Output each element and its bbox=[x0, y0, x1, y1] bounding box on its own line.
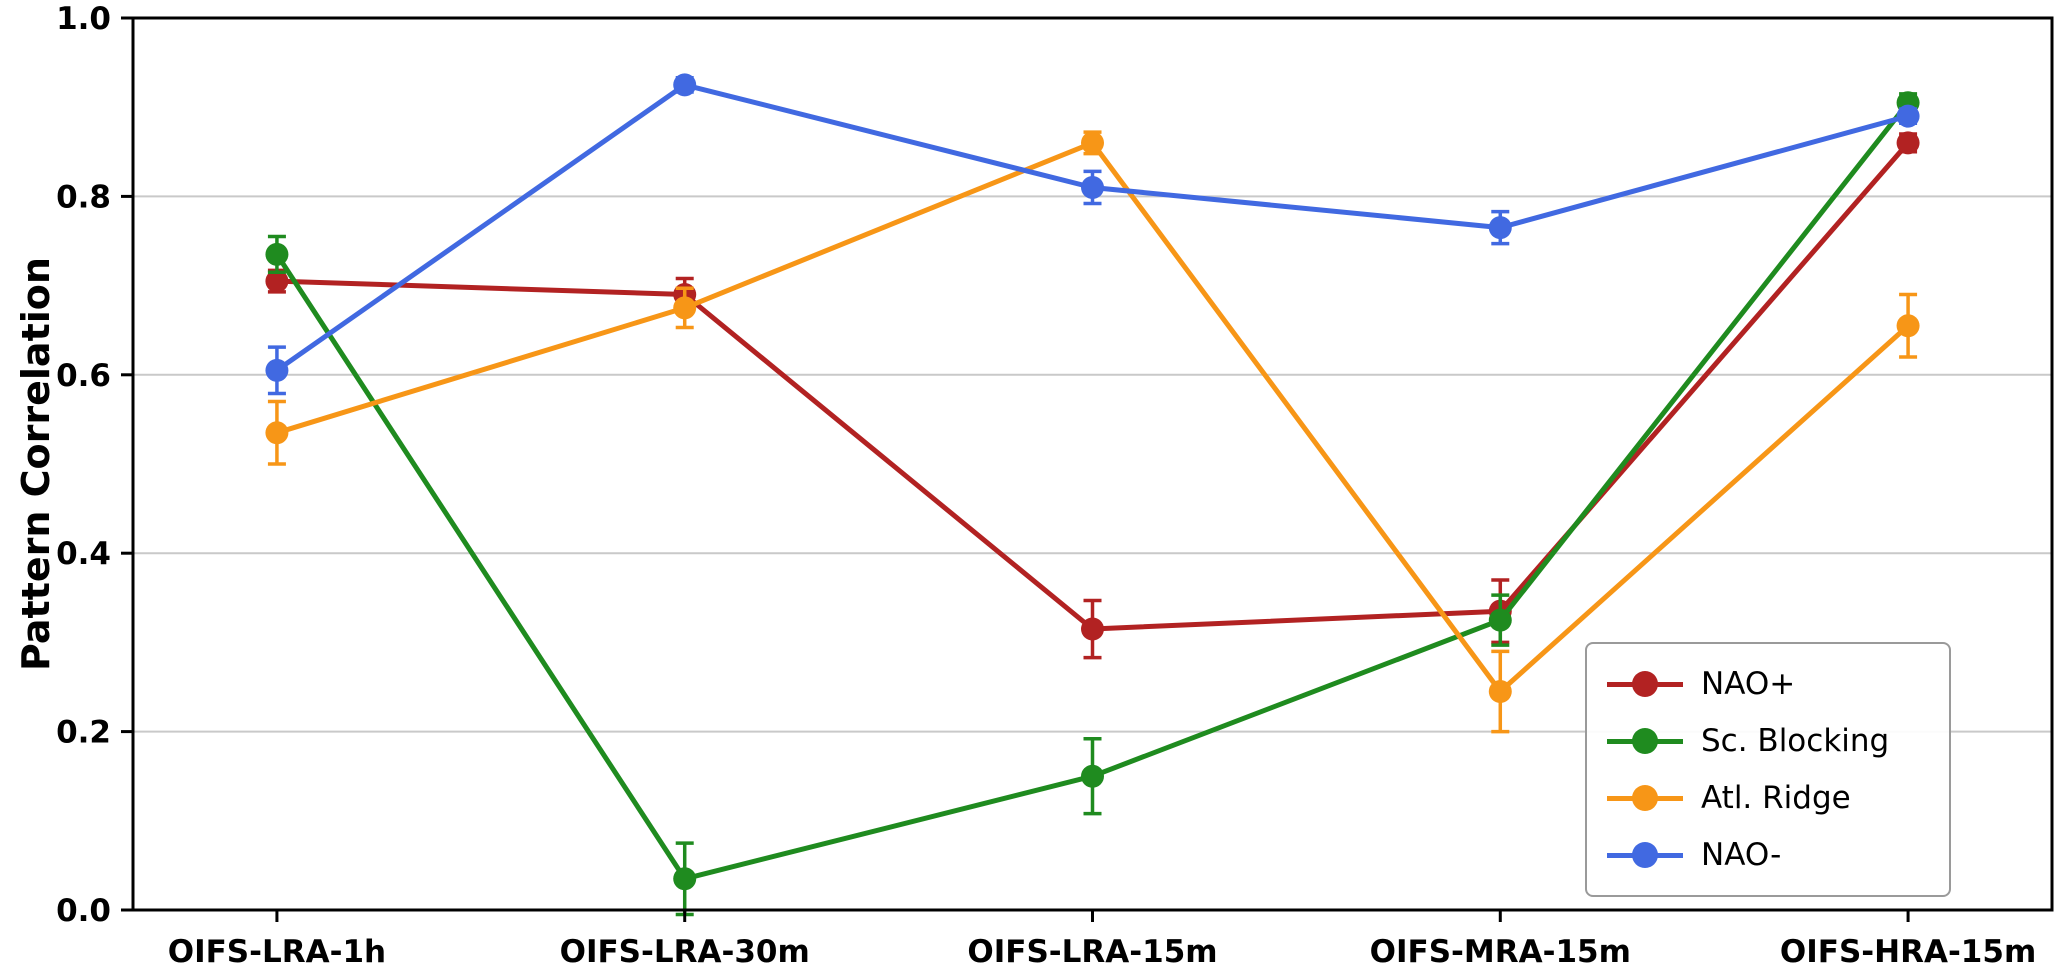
series-sc-blocking-point-1 bbox=[673, 867, 697, 891]
x-tick-label: OIFS-LRA-30m bbox=[560, 934, 810, 970]
legend-item-nao-minus: NAO- bbox=[1607, 831, 1929, 879]
y-tick-label: 0.2 bbox=[56, 715, 111, 751]
series-atl-ridge-point-4 bbox=[1896, 314, 1920, 338]
series-naominus-point-0 bbox=[265, 358, 289, 382]
series-naoplus-line bbox=[274, 140, 1911, 632]
series-atl-ridge-point-3 bbox=[1488, 679, 1512, 703]
legend-item-atl-ridge: Atl. Ridge bbox=[1607, 774, 1929, 822]
legend-marker-nao-minus bbox=[1607, 842, 1683, 868]
legend-item-sc-blocking: Sc. Blocking bbox=[1607, 717, 1929, 765]
legend-label: Sc. Blocking bbox=[1701, 723, 1890, 759]
series-sc-blocking-point-0 bbox=[265, 242, 289, 266]
series-atl-ridge-point-0 bbox=[265, 421, 289, 445]
x-tick-label: OIFS-HRA-15m bbox=[1780, 934, 2036, 970]
series-atl-ridge-point-1 bbox=[673, 296, 697, 320]
x-tick-label: OIFS-LRA-15m bbox=[967, 934, 1217, 970]
series-sc-blocking-point-3 bbox=[1488, 608, 1512, 632]
y-tick-label: 0.4 bbox=[56, 536, 111, 572]
x-tick-label: OIFS-MRA-15m bbox=[1370, 934, 1631, 970]
legend-label: NAO+ bbox=[1701, 666, 1796, 702]
x-tick-label: OIFS-LRA-1h bbox=[168, 934, 386, 970]
series-naoplus-point-0 bbox=[265, 269, 289, 293]
series-naominus bbox=[265, 73, 1920, 396]
series-naoplus-point-4 bbox=[1896, 131, 1920, 155]
series-naominus-point-1 bbox=[673, 73, 697, 97]
y-tick-label: 0.6 bbox=[56, 358, 111, 394]
series-naominus-point-2 bbox=[1081, 175, 1104, 199]
legend-marker-atl-ridge bbox=[1607, 785, 1683, 811]
legend-dot-icon bbox=[1632, 671, 1658, 697]
y-tick-label: 1.0 bbox=[56, 1, 111, 37]
legend-dot-icon bbox=[1632, 785, 1658, 811]
series-atl-ridge-point-2 bbox=[1081, 131, 1104, 155]
legend-marker-nao-plus bbox=[1607, 671, 1683, 697]
series-sc-blocking-point-2 bbox=[1081, 764, 1104, 788]
legend-item-nao-plus: NAO+ bbox=[1607, 660, 1929, 708]
series-naominus-point-3 bbox=[1488, 216, 1512, 240]
legend-dot-icon bbox=[1632, 728, 1658, 754]
legend-label: NAO- bbox=[1701, 837, 1782, 873]
legend-label: Atl. Ridge bbox=[1701, 780, 1851, 816]
legend-dot-icon bbox=[1632, 842, 1658, 868]
legend-marker-sc-blocking bbox=[1607, 728, 1683, 754]
legend: NAO+ Sc. Blocking Atl. Ridge NAO- bbox=[1585, 642, 1951, 897]
series-naominus-line bbox=[274, 82, 1911, 373]
series-naominus-point-4 bbox=[1896, 104, 1920, 128]
series-sc-blocking bbox=[265, 91, 1920, 917]
series-naoplus bbox=[265, 131, 1920, 660]
y-axis-label: Pattern Correlation bbox=[14, 257, 58, 671]
y-tick-label: 0.8 bbox=[56, 179, 111, 215]
y-tick-label: 0.0 bbox=[56, 893, 111, 929]
series-naoplus-point-2 bbox=[1081, 617, 1104, 641]
series-atl-ridge bbox=[265, 130, 1920, 734]
